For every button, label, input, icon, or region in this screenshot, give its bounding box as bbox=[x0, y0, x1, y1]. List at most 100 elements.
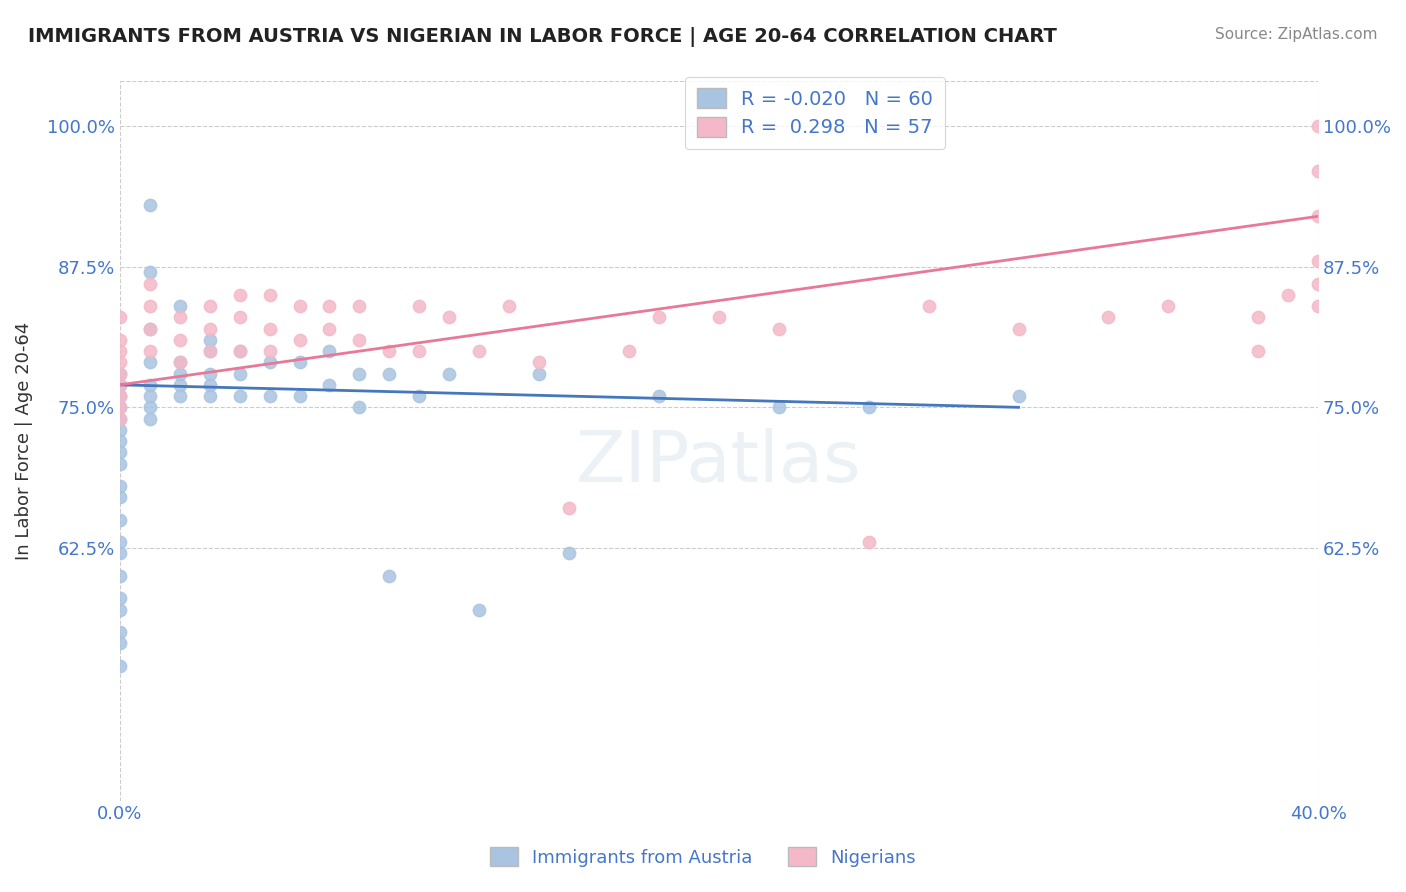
Point bbox=[917, 299, 939, 313]
Point bbox=[138, 344, 160, 359]
Point bbox=[228, 344, 250, 359]
Point bbox=[108, 377, 131, 392]
Point bbox=[228, 389, 250, 403]
Point bbox=[378, 367, 401, 381]
Point bbox=[707, 310, 730, 325]
Point bbox=[648, 310, 671, 325]
Point bbox=[108, 535, 131, 549]
Point bbox=[138, 389, 160, 403]
Point bbox=[288, 355, 311, 369]
Point bbox=[617, 344, 640, 359]
Point bbox=[108, 389, 131, 403]
Point bbox=[527, 367, 550, 381]
Point bbox=[108, 625, 131, 640]
Point bbox=[138, 299, 160, 313]
Point bbox=[198, 344, 221, 359]
Point bbox=[108, 401, 131, 415]
Point bbox=[408, 344, 430, 359]
Point bbox=[378, 569, 401, 583]
Point bbox=[108, 377, 131, 392]
Point bbox=[108, 658, 131, 673]
Point bbox=[259, 321, 281, 335]
Point bbox=[288, 389, 311, 403]
Point bbox=[169, 355, 191, 369]
Text: ZIPatlas: ZIPatlas bbox=[576, 428, 862, 497]
Point bbox=[228, 344, 250, 359]
Point bbox=[108, 310, 131, 325]
Point bbox=[138, 321, 160, 335]
Point bbox=[439, 310, 461, 325]
Point bbox=[288, 333, 311, 347]
Point bbox=[349, 299, 371, 313]
Point bbox=[108, 445, 131, 459]
Point bbox=[108, 423, 131, 437]
Point bbox=[1308, 277, 1330, 291]
Point bbox=[768, 321, 790, 335]
Point bbox=[288, 299, 311, 313]
Point bbox=[349, 367, 371, 381]
Point bbox=[1308, 254, 1330, 268]
Point bbox=[108, 333, 131, 347]
Point bbox=[858, 535, 880, 549]
Point bbox=[108, 411, 131, 425]
Point bbox=[108, 344, 131, 359]
Point bbox=[228, 288, 250, 302]
Point bbox=[648, 389, 671, 403]
Point bbox=[108, 602, 131, 616]
Point bbox=[108, 490, 131, 504]
Point bbox=[1308, 120, 1330, 134]
Point bbox=[408, 389, 430, 403]
Point bbox=[138, 377, 160, 392]
Point bbox=[108, 434, 131, 448]
Point bbox=[439, 367, 461, 381]
Point bbox=[108, 513, 131, 527]
Point bbox=[378, 344, 401, 359]
Point bbox=[169, 299, 191, 313]
Point bbox=[1247, 310, 1270, 325]
Point bbox=[108, 479, 131, 493]
Point bbox=[259, 389, 281, 403]
Point bbox=[318, 299, 340, 313]
Point bbox=[108, 367, 131, 381]
Point bbox=[228, 310, 250, 325]
Point bbox=[138, 198, 160, 212]
Point bbox=[228, 367, 250, 381]
Point bbox=[558, 501, 581, 516]
Point bbox=[527, 355, 550, 369]
Point bbox=[108, 569, 131, 583]
Point bbox=[108, 457, 131, 471]
Point bbox=[1308, 299, 1330, 313]
Point bbox=[1097, 310, 1119, 325]
Point bbox=[198, 389, 221, 403]
Point bbox=[1007, 389, 1029, 403]
Point bbox=[318, 321, 340, 335]
Point bbox=[138, 265, 160, 279]
Point bbox=[108, 636, 131, 650]
Point bbox=[198, 299, 221, 313]
Point bbox=[259, 288, 281, 302]
Point bbox=[468, 344, 491, 359]
Point bbox=[1308, 164, 1330, 178]
Point bbox=[259, 344, 281, 359]
Point bbox=[138, 355, 160, 369]
Point bbox=[198, 367, 221, 381]
Point bbox=[318, 377, 340, 392]
Point bbox=[1247, 344, 1270, 359]
Point bbox=[1308, 209, 1330, 223]
Point bbox=[1007, 321, 1029, 335]
Point bbox=[1277, 288, 1299, 302]
Point bbox=[468, 602, 491, 616]
Point bbox=[198, 377, 221, 392]
Point bbox=[768, 401, 790, 415]
Point bbox=[498, 299, 520, 313]
Point bbox=[169, 367, 191, 381]
Point bbox=[169, 333, 191, 347]
Point bbox=[1157, 299, 1180, 313]
Point bbox=[858, 401, 880, 415]
Point bbox=[169, 355, 191, 369]
Point bbox=[408, 299, 430, 313]
Point bbox=[108, 401, 131, 415]
Point bbox=[198, 321, 221, 335]
Point bbox=[138, 401, 160, 415]
Point bbox=[169, 310, 191, 325]
